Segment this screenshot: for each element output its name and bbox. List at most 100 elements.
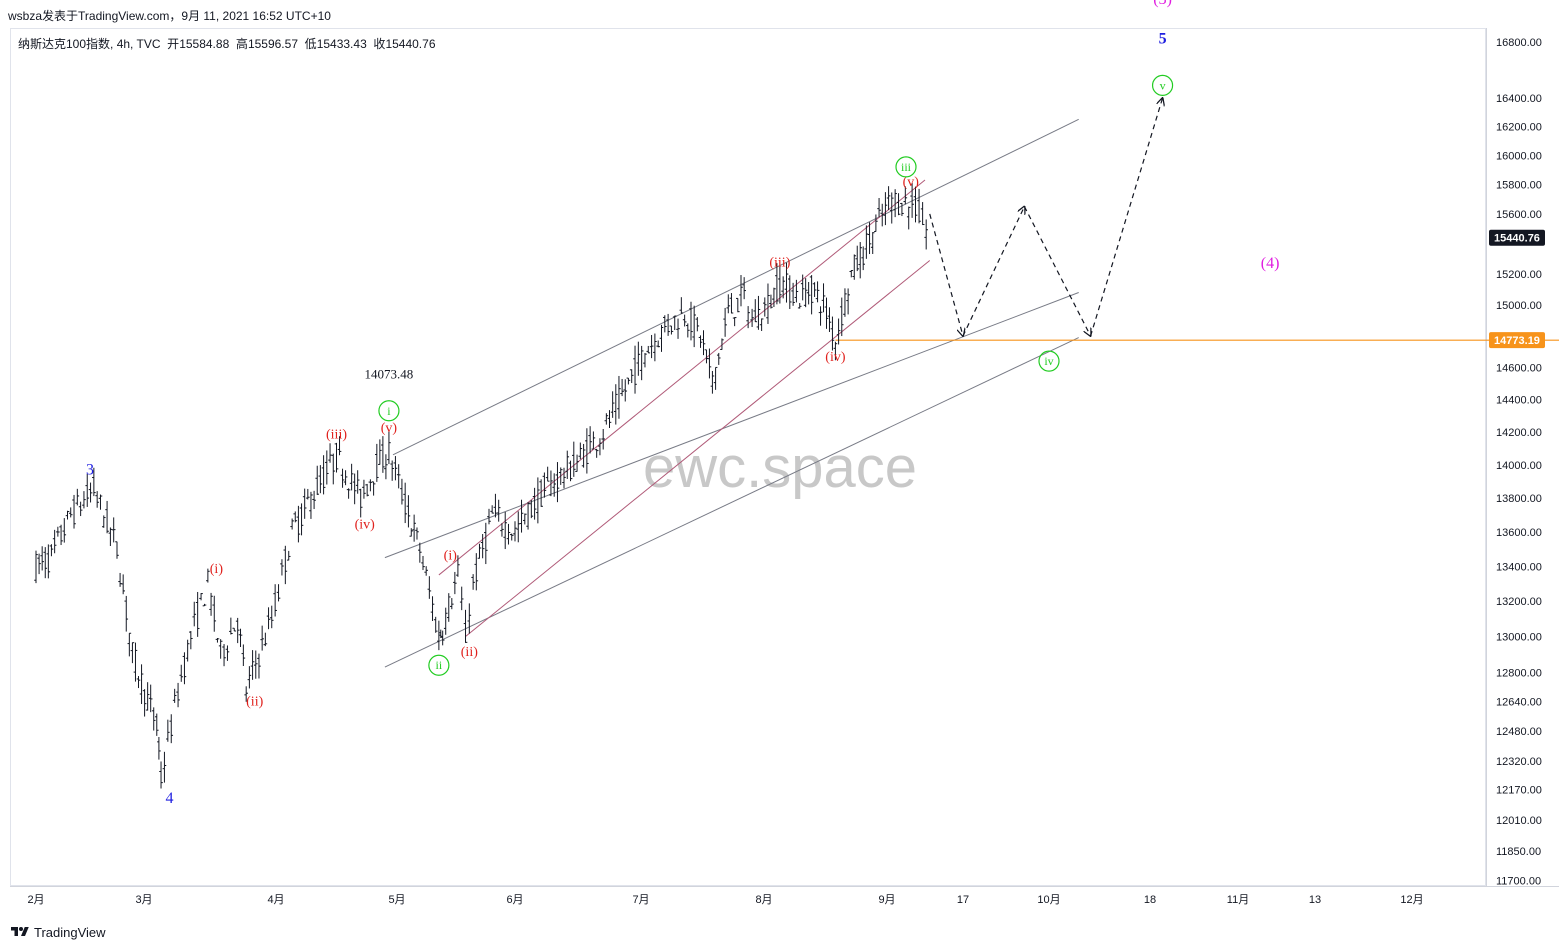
chart-pane[interactable] [10, 28, 1486, 886]
candle [56, 526, 60, 537]
candle [206, 568, 210, 583]
legend-high-label: 高 [235, 37, 248, 51]
time-tick-label: 2月 [27, 894, 44, 906]
wave-circle [1151, 74, 1174, 96]
price-tick-label: 13800.00 [1496, 493, 1542, 505]
candle [384, 454, 388, 480]
candle [176, 682, 180, 708]
candle [136, 676, 141, 689]
candle [235, 617, 240, 644]
time-scale[interactable] [10, 886, 1559, 915]
candle [166, 719, 170, 742]
legend-close-value: 15440.76 [385, 37, 436, 51]
candle [496, 499, 501, 522]
candle [739, 275, 743, 307]
candle [75, 488, 80, 506]
candle [430, 596, 435, 621]
trend-lines[interactable] [384, 118, 1559, 668]
candle [331, 453, 336, 485]
price-tick-label: 12640.00 [1496, 697, 1542, 709]
price-tick-label: 15200.00 [1496, 269, 1542, 281]
candle [312, 490, 316, 510]
candle [883, 192, 888, 226]
wave-iv-green-circle: iv [1038, 350, 1060, 372]
candle [95, 491, 99, 508]
candle [536, 477, 540, 524]
time-tick-label: 7月 [632, 894, 649, 906]
wave-circle [1038, 350, 1060, 372]
candle [710, 370, 715, 394]
candle [257, 653, 261, 679]
footer[interactable]: TradingView [10, 922, 106, 942]
pink-trend-line-lower[interactable] [465, 260, 931, 637]
time-tick-label: 11月 [1227, 894, 1249, 906]
lower-channel-line[interactable] [384, 337, 1079, 668]
price-tick-label: 13400.00 [1496, 561, 1542, 573]
candle [549, 470, 553, 497]
candle [581, 443, 586, 468]
price-tick-label: 12480.00 [1496, 726, 1542, 738]
projection-segment[interactable] [1023, 206, 1090, 336]
candle [666, 313, 670, 336]
candle [803, 278, 808, 308]
candle [459, 586, 464, 611]
candle [867, 222, 872, 255]
candle [555, 462, 560, 503]
candle [821, 283, 826, 313]
candle [633, 345, 637, 394]
upper-channel-line[interactable] [392, 118, 1079, 456]
candle [157, 736, 161, 760]
wave-labels: 3 4 5 (3) (4) (i) (ii) (iii) (iv) (v) (i) (ii) (iii)… [86, 0, 1279, 807]
price-tick-label: 13000.00 [1496, 632, 1542, 644]
candle [273, 584, 277, 617]
projection-path[interactable] [929, 98, 1163, 337]
time-tick-label: 12月 [1400, 894, 1423, 906]
candle [154, 713, 159, 736]
candle [343, 470, 348, 486]
candle [493, 493, 498, 518]
candle [610, 391, 615, 418]
candle [833, 341, 838, 361]
wave-ii-red-label: (ii) [461, 645, 478, 660]
projection-segment[interactable] [1090, 98, 1163, 337]
candle [346, 488, 351, 499]
candle [59, 524, 63, 546]
legend-close-label: 收 [373, 37, 386, 51]
projection-segment[interactable] [929, 213, 963, 336]
candle [578, 442, 583, 460]
candle [49, 544, 54, 557]
price-scale[interactable] [1486, 28, 1559, 886]
candle [477, 543, 482, 559]
projection-segment[interactable] [962, 207, 1024, 337]
candle [299, 503, 304, 536]
candle [855, 245, 860, 272]
candle [276, 584, 281, 602]
candle [250, 650, 255, 680]
candle [440, 630, 445, 646]
candle [568, 460, 573, 482]
candle [781, 276, 785, 299]
legend-open-label: 开 [167, 37, 180, 51]
wave-4-blue-label: 4 [166, 790, 174, 807]
candle [40, 546, 44, 571]
candle [775, 263, 779, 305]
candle [85, 473, 90, 507]
candle [334, 442, 339, 473]
candle [124, 595, 129, 632]
pink-trend-line-upper[interactable] [438, 179, 926, 576]
candle [185, 639, 190, 662]
candle [337, 436, 342, 456]
candle [750, 308, 754, 327]
candle [238, 628, 243, 648]
candle [784, 262, 789, 303]
candle [266, 607, 271, 630]
wave-3-magenta-label: (3) [1153, 0, 1172, 8]
candle [900, 202, 904, 217]
candle [82, 491, 86, 509]
legend-open-value: 15584.88 [179, 37, 230, 51]
price-tick-label: 14200.00 [1496, 427, 1542, 439]
candle [142, 689, 147, 717]
candle [523, 513, 527, 525]
candle [843, 288, 847, 317]
